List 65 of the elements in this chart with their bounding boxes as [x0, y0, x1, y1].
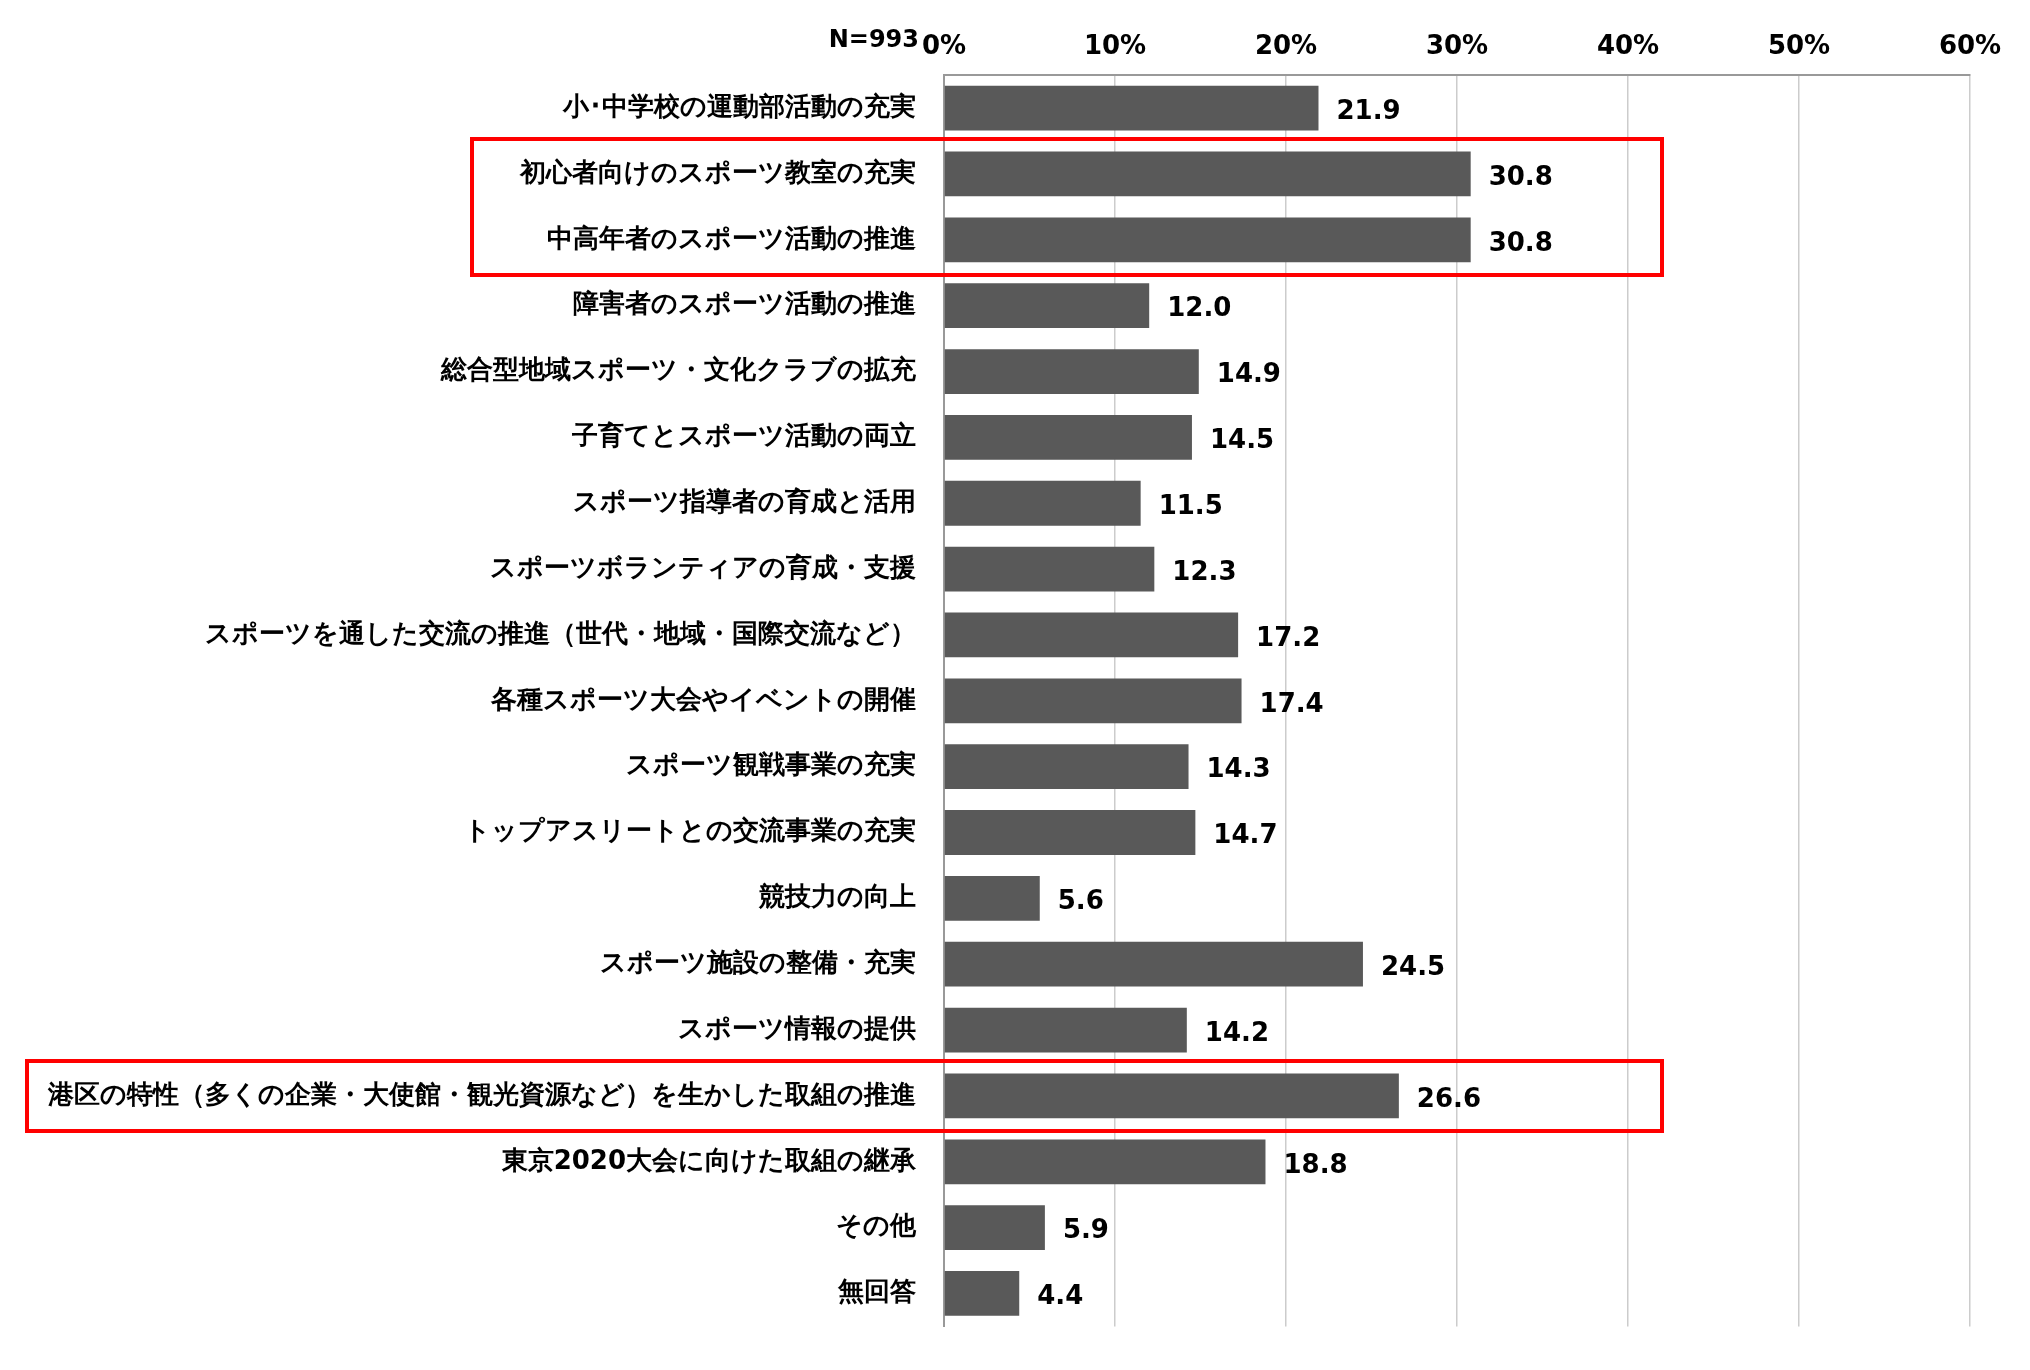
data-label: 18.8	[1283, 1148, 1348, 1179]
bar	[944, 546, 1155, 592]
bar	[944, 151, 1471, 197]
data-label: 4.4	[1037, 1280, 1084, 1311]
bar	[944, 85, 1319, 131]
data-label: 14.9	[1216, 358, 1281, 389]
y-tick-label: 総合型地域スポーツ・文化クラブの拡充	[440, 354, 917, 385]
data-label: 12.0	[1167, 292, 1232, 323]
data-label: 14.5	[1209, 424, 1275, 455]
y-tick-label: 東京2020大会に向けた取組の継承	[500, 1144, 917, 1175]
y-tick-label: スポーツ観戦事業の充実	[626, 749, 916, 780]
data-label: 24.5	[1380, 950, 1446, 981]
bar	[944, 480, 1141, 526]
bar	[944, 678, 1242, 724]
bar	[944, 612, 1239, 658]
y-tick-label: 初心者向けのスポーツ教室の充実	[519, 156, 916, 187]
data-label: 17.4	[1259, 687, 1324, 718]
y-tick-label: スポーツ施設の整備・充実	[600, 946, 916, 977]
y-tick-label: 中高年者のスポーツ活動の推進	[547, 222, 916, 253]
x-tick-label: 0%	[921, 30, 967, 61]
y-tick-label: その他	[836, 1210, 917, 1241]
bar	[944, 1205, 1045, 1251]
bar	[944, 744, 1189, 790]
bar	[944, 349, 1199, 394]
bar	[944, 217, 1471, 263]
y-tick-label: 無回答	[837, 1276, 916, 1307]
y-tick-label: スポーツ情報の提供	[678, 1012, 916, 1043]
x-tick-label: 10%	[1083, 30, 1147, 61]
bar	[944, 415, 1192, 460]
y-tick-label: 各種スポーツ大会やイベントの開催	[490, 683, 916, 714]
text: N=993	[828, 25, 919, 54]
data-label: 12.3	[1172, 555, 1237, 586]
x-tick-label: 40%	[1596, 30, 1660, 61]
data-label: 30.8	[1488, 226, 1553, 257]
x-tick-label: 20%	[1254, 30, 1318, 61]
data-label: 11.5	[1158, 489, 1223, 520]
y-tick-label: スポーツボランティアの育成・支援	[490, 551, 916, 582]
bar	[944, 941, 1363, 987]
data-label: 30.8	[1488, 160, 1553, 191]
bar	[944, 875, 1040, 921]
data-label: 5.9	[1062, 1214, 1109, 1245]
y-tick-label: 競技力の向上	[758, 881, 916, 912]
x-tick-label: 30%	[1425, 30, 1489, 61]
bar	[944, 1139, 1266, 1185]
y-tick-label: スポーツ指導者の育成と活用	[573, 485, 916, 516]
data-label: 5.6	[1057, 885, 1104, 916]
x-tick-label: 50%	[1767, 30, 1831, 61]
y-tick-label: 障害者のスポーツ活動の推進	[573, 288, 916, 319]
x-tick-label: 60%	[1938, 30, 2002, 61]
data-label: 14.3	[1206, 753, 1271, 784]
data-label: 17.2	[1256, 621, 1321, 652]
bar	[944, 1271, 1020, 1316]
data-label: 14.2	[1204, 1016, 1269, 1047]
y-tick-label: トップアスリートとの交流事業の充実	[464, 815, 916, 846]
y-tick-label: スポーツを通した交流の推進（世代・地域・国際交流など）	[205, 617, 916, 648]
data-label: 21.9	[1336, 94, 1401, 125]
y-tick-label: 小･中学校の運動部活動の充実	[562, 90, 916, 121]
data-label: 26.6	[1416, 1082, 1482, 1113]
bar	[944, 1007, 1187, 1053]
y-tick-label: 子育てとスポーツ活動の両立	[571, 420, 916, 451]
bar	[944, 1073, 1399, 1119]
bar	[944, 283, 1150, 329]
y-tick-label: 港区の特性（多くの企業・大使館・観光資源など）を生かした取組の推進	[47, 1078, 916, 1109]
bar	[944, 810, 1196, 855]
data-label: 14.7	[1213, 819, 1278, 850]
